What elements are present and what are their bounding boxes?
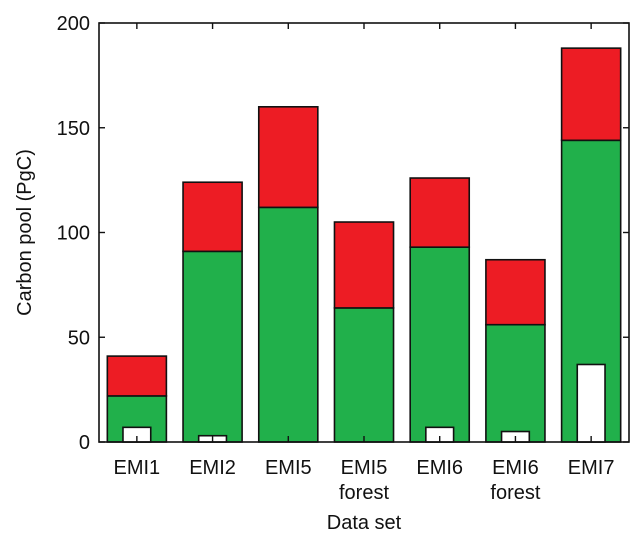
- x-tick-label: EMI2: [189, 457, 236, 479]
- bar-segment-0-3: [333, 307, 395, 443]
- bars-layer: [106, 47, 622, 443]
- overlay-bar-6: [576, 363, 606, 443]
- bar-segment-1-3: [333, 221, 395, 309]
- bar-segment-0-2: [257, 206, 319, 443]
- x-axis-label: Data set: [327, 512, 402, 534]
- labels-layer: EMI1 EMI2 EMI5 EMI5 forest EMI6 EMI6 forest EMI7…: [57, 13, 615, 504]
- y-axis-label: Carbon pool (PgC): [14, 149, 36, 316]
- bar-segment-1-0: [106, 355, 168, 397]
- bar-segment-1-1: [182, 181, 243, 253]
- x-tick-label: EMI6 forest: [490, 457, 540, 504]
- ticks-layer: [99, 22, 629, 443]
- y-tick-label: 100: [57, 223, 90, 245]
- x-tick-label: EMI5: [265, 457, 312, 479]
- x-tick-label: EMI6: [416, 457, 463, 479]
- y-tick-label: 50: [68, 327, 90, 349]
- x-tick-label: EMI5 forest: [339, 457, 389, 504]
- x-tick-label: EMI1: [114, 457, 161, 479]
- bar-segment-0-1: [182, 250, 243, 443]
- bar-segment-0-5: [485, 323, 546, 443]
- y-tick-label: 150: [57, 118, 90, 140]
- bar-segment-1-2: [257, 106, 319, 209]
- y-tick-label: 0: [79, 432, 90, 454]
- bar-segment-1-5: [485, 258, 546, 326]
- x-tick-label: EMI7: [568, 457, 615, 479]
- bar-segment-0-4: [409, 246, 471, 443]
- bar-segment-1-4: [409, 177, 471, 248]
- bar-segment-1-6: [560, 47, 622, 142]
- y-tick-label: 200: [57, 13, 90, 35]
